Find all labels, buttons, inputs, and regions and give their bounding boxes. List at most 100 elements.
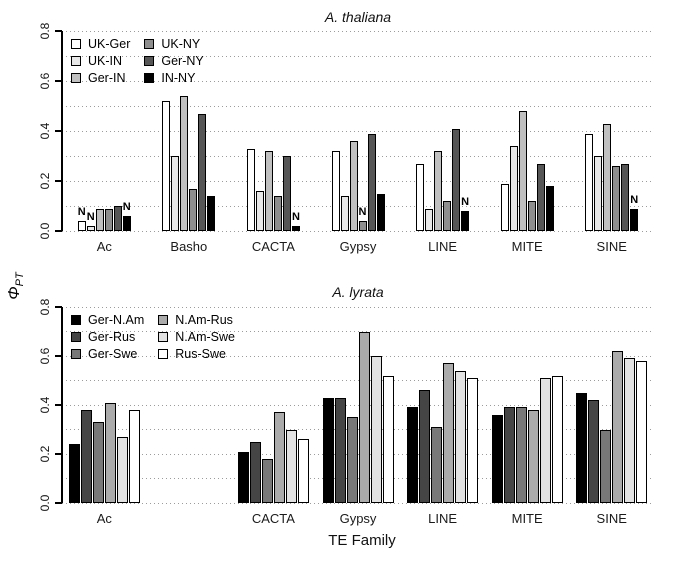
legend-item-Ger-NY: Ger-NY [144, 54, 204, 68]
bar-UK-IN-MITE [509, 146, 518, 231]
legend-label-Ger-Rus: Ger-Rus [88, 330, 136, 344]
legend: UK-Ger UK-IN Ger-IN UK-NY Ger-NY IN-NY [71, 37, 204, 85]
bar-Ger-Swe-SINE [600, 429, 612, 503]
legend-swatch-UK-NY [144, 39, 155, 49]
bar-Ger-NY-SINE [621, 163, 630, 231]
legend-label-Ger-N.Am: Ger-N.Am [88, 313, 145, 327]
y-axis-tick [55, 502, 62, 504]
legend-swatch-IN-NY [144, 73, 155, 83]
legend-item-Ger-Swe: Ger-Swe [71, 347, 144, 361]
bar-Rus-Swe-SINE [636, 360, 648, 503]
bar-UK-NY-MITE [527, 201, 536, 231]
gridline [62, 331, 654, 332]
y-axis-tick [55, 230, 62, 232]
gridline [62, 155, 654, 157]
bar-Ger-Swe-MITE [515, 407, 527, 503]
category-label-Basho: Basho [170, 239, 208, 254]
bar-Ger-NY-Basho [198, 113, 207, 231]
bar-N.Am-Rus-Ac [104, 402, 116, 503]
y-axis-tick-label: 0.8 [38, 22, 52, 40]
y-axis-tick [55, 306, 62, 308]
category-label-SINE: SINE [596, 511, 627, 526]
bar-UK-NY-Basho [189, 188, 198, 231]
bar-Ger-N.Am-Ac [68, 444, 80, 503]
bar-N.Am-Swe-Gypsy [370, 356, 382, 503]
legend: Ger-N.Am Ger-Rus Ger-Swe N.Am-Rus N.Am-Swe Ru… [71, 313, 235, 361]
bar-Ger-NY-Ac [113, 206, 122, 231]
bar-Ger-IN-Basho [180, 96, 189, 231]
phi-symbol: Φ [6, 286, 23, 300]
legend-item-UK-NY: UK-NY [144, 37, 203, 51]
gridline [62, 453, 654, 455]
x-axis-title: TE Family [328, 532, 396, 549]
bar-Ger-NY-LINE [452, 128, 461, 231]
bar-Ger-IN-Gypsy [349, 141, 358, 231]
bar-UK-IN-Basho [171, 156, 180, 231]
y-axis-tick [55, 130, 62, 132]
legend-item-UK-Ger: UK-Ger [71, 37, 130, 51]
y-axis-tick-label: 0.0 [38, 494, 52, 512]
y-axis-tick-label: 0.2 [38, 172, 52, 190]
y-axis-tick-label: 0.6 [38, 347, 52, 365]
legend-swatch-Ger-Rus [71, 332, 81, 342]
not-significant-marker: N [86, 211, 95, 223]
legend-swatch-Rus-Swe [158, 349, 169, 359]
legend-label-IN-NY: IN-NY [161, 71, 196, 85]
legend-label-Ger-IN: Ger-IN [88, 71, 126, 85]
y-axis-line [61, 307, 63, 503]
legend-swatch-Ger-NY [144, 56, 155, 66]
not-significant-marker: N [77, 206, 86, 218]
legend-item-N.Am-Swe: N.Am-Swe [158, 330, 235, 344]
gridline [62, 230, 654, 232]
bar-N.Am-Swe-MITE [539, 378, 551, 503]
bar-Ger-Rus-MITE [503, 407, 515, 503]
category-label-SINE: SINE [596, 239, 627, 254]
legend-swatch-UK-IN [71, 56, 81, 66]
legend-item-IN-NY: IN-NY [144, 71, 203, 85]
not-significant-marker: N [122, 201, 131, 213]
bar-Ger-Swe-Ac [92, 422, 104, 503]
gridline [62, 180, 654, 182]
bar-UK-NY-CACTA [273, 196, 282, 231]
legend-label-UK-IN: UK-IN [88, 54, 123, 68]
y-axis-tick [55, 453, 62, 455]
bar-IN-NY-Ac [122, 216, 131, 231]
panel-title-thaliana: A. thaliana [324, 9, 392, 25]
bar-Ger-IN-CACTA [264, 151, 273, 231]
bar-N.Am-Rus-MITE [527, 409, 539, 503]
bar-IN-NY-CACTA [291, 226, 300, 231]
gridline [62, 205, 654, 207]
bar-Ger-Rus-LINE [419, 390, 431, 503]
bar-Ger-Swe-Gypsy [346, 417, 358, 503]
bar-Ger-Rus-Ac [80, 409, 92, 503]
bar-Ger-N.Am-CACTA [237, 451, 249, 503]
legend-label-N.Am-Rus: N.Am-Rus [175, 313, 233, 327]
legend-swatch-Ger-N.Am [71, 315, 81, 325]
not-significant-marker: N [461, 196, 470, 208]
legend-label-UK-NY: UK-NY [161, 37, 201, 51]
not-significant-marker: N [630, 193, 639, 206]
bar-IN-NY-Gypsy [376, 193, 385, 231]
legend-label-UK-Ger: UK-Ger [88, 37, 131, 51]
bar-UK-IN-LINE [425, 208, 434, 231]
bar-Ger-IN-MITE [518, 111, 527, 231]
legend-label-N.Am-Swe: N.Am-Swe [175, 330, 235, 344]
plot-area-lyrata: 0.0 0.2 0.4 0.6 0.8 Ac CACTA Gypsy LINE MITE SINE G… [38, 299, 654, 526]
y-axis-tick [55, 404, 62, 406]
bar-Ger-IN-SINE [603, 123, 612, 231]
y-axis-tick [55, 30, 62, 32]
bar-IN-NY-SINE [630, 208, 639, 231]
bar-Ger-N.Am-SINE [576, 392, 588, 503]
bar-Rus-Swe-Gypsy [382, 375, 394, 503]
legend-swatch-Ger-Swe [71, 349, 81, 359]
y-axis-line [61, 31, 63, 231]
gridline [62, 30, 654, 32]
bar-Ger-NY-Gypsy [367, 133, 376, 231]
bar-N.Am-Rus-Gypsy [358, 331, 370, 503]
bar-Ger-N.Am-Gypsy [322, 397, 334, 503]
legend-swatch-N.Am-Rus [158, 315, 169, 325]
y-axis-tick-label: 0.4 [38, 396, 52, 414]
bar-UK-Ger-MITE [500, 183, 509, 231]
category-label-Ac: Ac [96, 511, 112, 526]
